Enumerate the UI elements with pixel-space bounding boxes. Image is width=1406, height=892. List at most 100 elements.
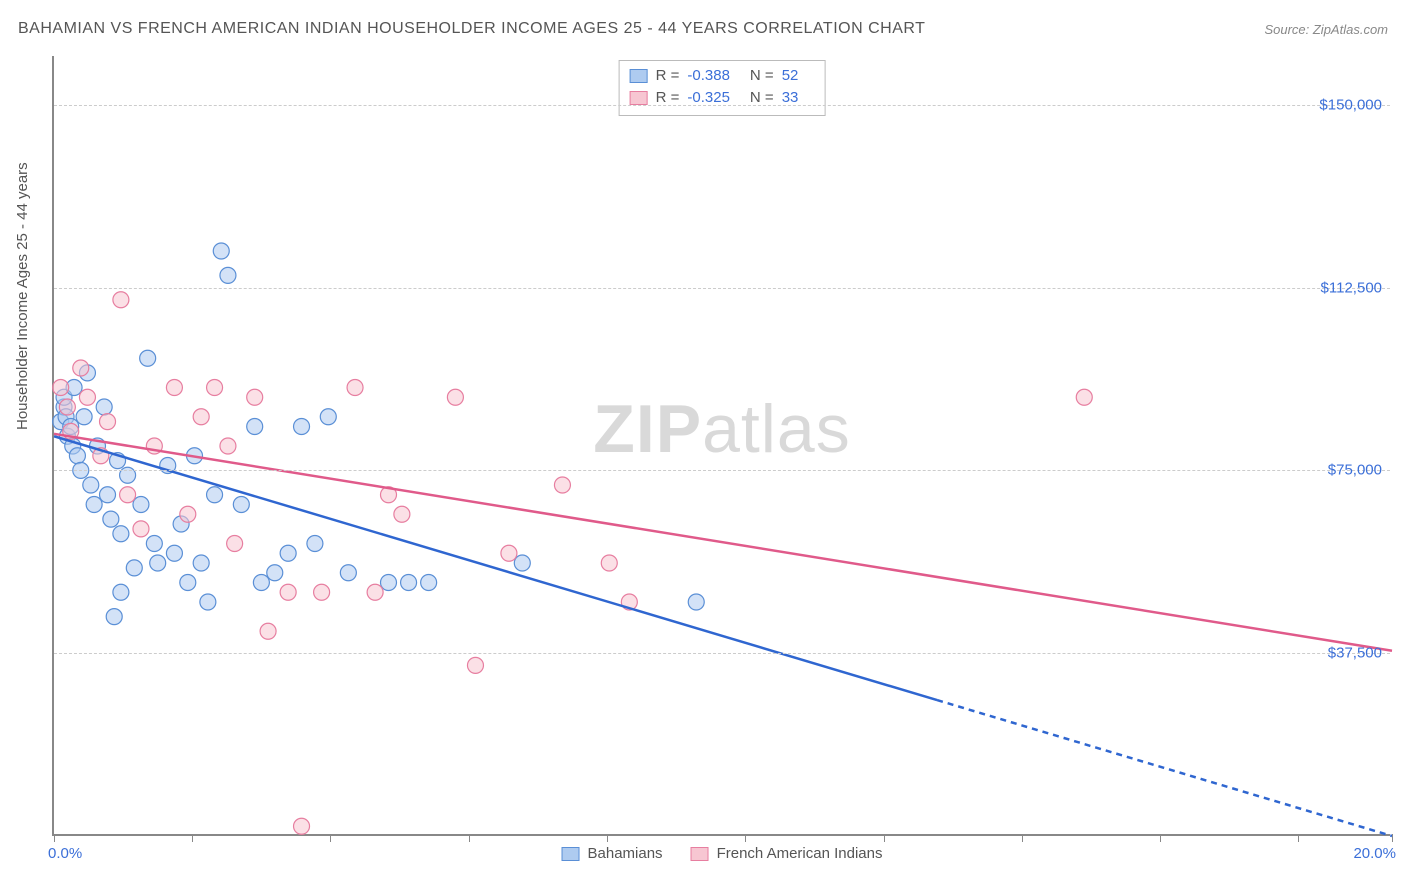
data-point	[100, 487, 116, 503]
data-point	[79, 389, 95, 405]
series-swatch	[630, 91, 648, 105]
data-point	[69, 448, 85, 464]
x-tick	[745, 834, 746, 842]
source-attribution: Source: ZipAtlas.com	[1264, 22, 1388, 37]
data-point	[113, 526, 129, 542]
data-point	[421, 575, 437, 591]
data-point	[314, 584, 330, 600]
y-tick-label: $37,500	[1328, 645, 1382, 662]
data-point	[394, 506, 410, 522]
legend-label: French American Indians	[717, 845, 883, 862]
data-point	[96, 399, 112, 415]
legend-swatch	[691, 847, 709, 861]
data-point	[501, 545, 517, 561]
data-point	[233, 497, 249, 513]
data-point	[133, 497, 149, 513]
data-point	[367, 584, 383, 600]
gridline	[54, 470, 1390, 471]
y-axis-label: Householder Income Ages 25 - 44 years	[14, 162, 31, 430]
data-point	[253, 575, 269, 591]
x-tick	[54, 834, 55, 842]
plot-area: ZIPatlas R = -0.388N = 52R = -0.325N = 3…	[52, 56, 1390, 836]
data-point	[76, 409, 92, 425]
legend-item: French American Indians	[691, 845, 883, 862]
x-tick	[1298, 834, 1299, 842]
x-axis-label: 20.0%	[1353, 845, 1396, 862]
data-point	[53, 380, 69, 396]
data-point	[180, 506, 196, 522]
data-point	[100, 414, 116, 430]
data-point	[381, 575, 397, 591]
x-axis-label: 0.0%	[48, 845, 82, 862]
data-point	[207, 380, 223, 396]
legend-swatch	[562, 847, 580, 861]
plot-svg	[54, 56, 1390, 834]
gridline	[54, 105, 1390, 106]
data-point	[247, 389, 263, 405]
data-point	[401, 575, 417, 591]
x-tick	[1160, 834, 1161, 842]
legend-item: Bahamians	[562, 845, 663, 862]
data-point	[120, 487, 136, 503]
data-point	[247, 419, 263, 435]
data-point	[294, 818, 310, 834]
x-tick	[607, 834, 608, 842]
data-point	[280, 584, 296, 600]
data-point	[193, 555, 209, 571]
data-point	[1076, 389, 1092, 405]
data-point	[150, 555, 166, 571]
trend-line	[54, 436, 937, 700]
data-point	[267, 565, 283, 581]
data-point	[554, 477, 570, 493]
data-point	[340, 565, 356, 581]
x-tick	[1392, 834, 1393, 842]
y-tick-label: $112,500	[1321, 279, 1382, 296]
stat-n-label: N =	[750, 65, 774, 87]
x-tick	[884, 834, 885, 842]
data-point	[207, 487, 223, 503]
x-tick	[1022, 834, 1023, 842]
data-point	[213, 243, 229, 259]
data-point	[200, 594, 216, 610]
data-point	[688, 594, 704, 610]
data-point	[447, 389, 463, 405]
data-point	[126, 560, 142, 576]
data-point	[106, 609, 122, 625]
data-point	[193, 409, 209, 425]
legend-label: Bahamians	[588, 845, 663, 862]
data-point	[83, 477, 99, 493]
trend-line	[54, 434, 1392, 651]
stat-r-value: -0.388	[687, 65, 730, 87]
stats-row: R = -0.388N = 52	[630, 65, 811, 87]
correlation-chart: BAHAMIAN VS FRENCH AMERICAN INDIAN HOUSE…	[0, 0, 1406, 892]
data-point	[86, 497, 102, 513]
bottom-legend: Bahamians French American Indians	[562, 845, 883, 862]
data-point	[514, 555, 530, 571]
data-point	[294, 419, 310, 435]
data-point	[320, 409, 336, 425]
series-swatch	[630, 69, 648, 83]
data-point	[113, 292, 129, 308]
data-point	[260, 623, 276, 639]
data-point	[347, 380, 363, 396]
chart-title: BAHAMIAN VS FRENCH AMERICAN INDIAN HOUSE…	[18, 20, 925, 38]
data-point	[227, 536, 243, 552]
trend-line-extrapolated	[937, 700, 1392, 836]
data-point	[166, 380, 182, 396]
data-point	[133, 521, 149, 537]
data-point	[220, 438, 236, 454]
gridline	[54, 653, 1390, 654]
data-point	[113, 584, 129, 600]
x-tick	[330, 834, 331, 842]
gridline	[54, 288, 1390, 289]
data-point	[140, 350, 156, 366]
data-point	[467, 657, 483, 673]
data-point	[146, 536, 162, 552]
y-tick-label: $75,000	[1328, 462, 1382, 479]
data-point	[280, 545, 296, 561]
stat-r-label: R =	[656, 65, 680, 87]
x-tick	[469, 834, 470, 842]
data-point	[307, 536, 323, 552]
stats-box: R = -0.388N = 52R = -0.325N = 33	[619, 60, 826, 116]
x-tick	[192, 834, 193, 842]
